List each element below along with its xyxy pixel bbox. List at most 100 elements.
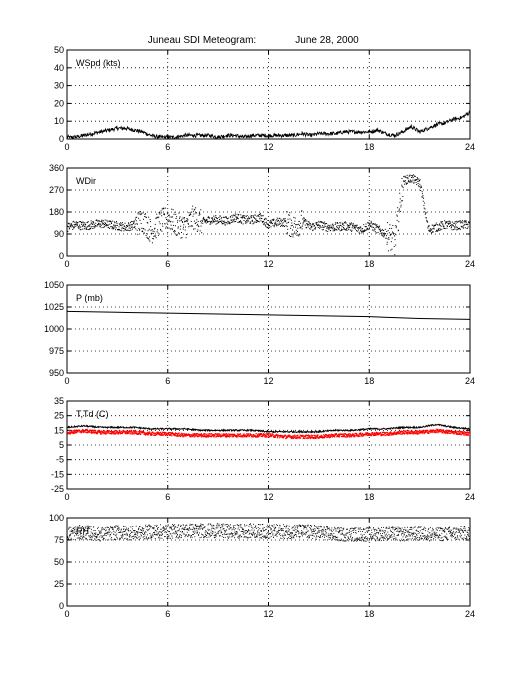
data-point [418,178,420,180]
data-point [449,531,451,533]
data-point [138,433,140,436]
data-point [393,245,395,247]
data-point [82,224,84,226]
data-point [394,529,395,531]
data-point [194,208,196,210]
data-point [251,134,253,137]
data-point [356,224,358,226]
data-point [314,227,316,229]
data-point [220,529,222,531]
data-point [186,531,188,533]
data-point [132,526,134,527]
data-point [340,530,342,531]
data-point [400,206,402,208]
data-point [105,529,107,531]
data-point [356,433,358,435]
data-point [138,430,140,433]
data-point [189,213,191,215]
data-point [270,435,272,438]
data-point [101,529,102,531]
data-point [428,535,430,537]
data-point [92,540,94,541]
data-point [72,430,75,432]
data-point [317,226,319,228]
data-point [286,538,288,539]
data-point [329,434,331,436]
data-point [263,535,265,537]
data-point [262,220,264,222]
data-point [87,530,89,532]
data-point [248,533,250,535]
data-point [427,225,429,227]
data-point [459,529,461,531]
data-point [418,186,420,188]
data-point [111,226,113,228]
data-point [424,429,426,432]
data-point [320,529,322,531]
data-point [163,213,165,215]
data-point [92,221,94,223]
data-point [245,434,247,436]
data-point [199,213,201,215]
data-point [212,527,214,529]
data-point [317,434,319,436]
data-point [117,432,119,434]
data-point [448,526,450,528]
data-point [343,228,345,229]
data-point [459,220,461,222]
data-point [71,532,73,534]
data-point [415,430,417,432]
data-point [253,434,255,436]
data-point [161,434,163,436]
data-point [156,434,158,436]
y-tick-label: 975 [49,346,64,356]
data-point [265,225,267,227]
data-point [183,432,185,435]
data-point [349,534,351,535]
data-point [381,232,383,234]
data-point [375,531,377,533]
data-point [209,535,211,537]
data-point [259,134,261,137]
data-point [442,223,444,225]
data-point [240,433,242,435]
data-point [76,537,78,539]
data-point [162,207,164,209]
data-point [195,212,197,214]
data-point [143,431,145,433]
data-point [132,535,134,537]
data-point [391,231,393,233]
data-point [78,221,80,223]
data-point [151,232,153,234]
data-point [176,234,178,236]
data-point [331,534,333,536]
data-point [160,212,162,214]
data-point [289,218,291,220]
data-point [424,538,425,540]
data-point [257,530,258,532]
data-point [184,435,186,437]
data-point [240,534,241,536]
data-point [104,222,106,224]
data-point [154,525,156,527]
data-point [202,434,204,437]
x-tick-label: 12 [263,259,273,269]
data-point [401,534,402,536]
data-point [456,229,458,231]
data-point [215,433,217,435]
data-point [242,216,244,218]
data-point [133,538,135,540]
data-point [429,230,431,232]
data-point [205,219,207,221]
data-point [399,432,401,434]
data-point [271,221,273,223]
data-point [366,433,368,436]
data-point [226,435,228,437]
data-point [334,228,336,230]
data-point [209,433,211,435]
data-point [98,223,100,225]
data-point [360,131,362,133]
data-point [381,535,383,537]
data-point [421,538,423,540]
